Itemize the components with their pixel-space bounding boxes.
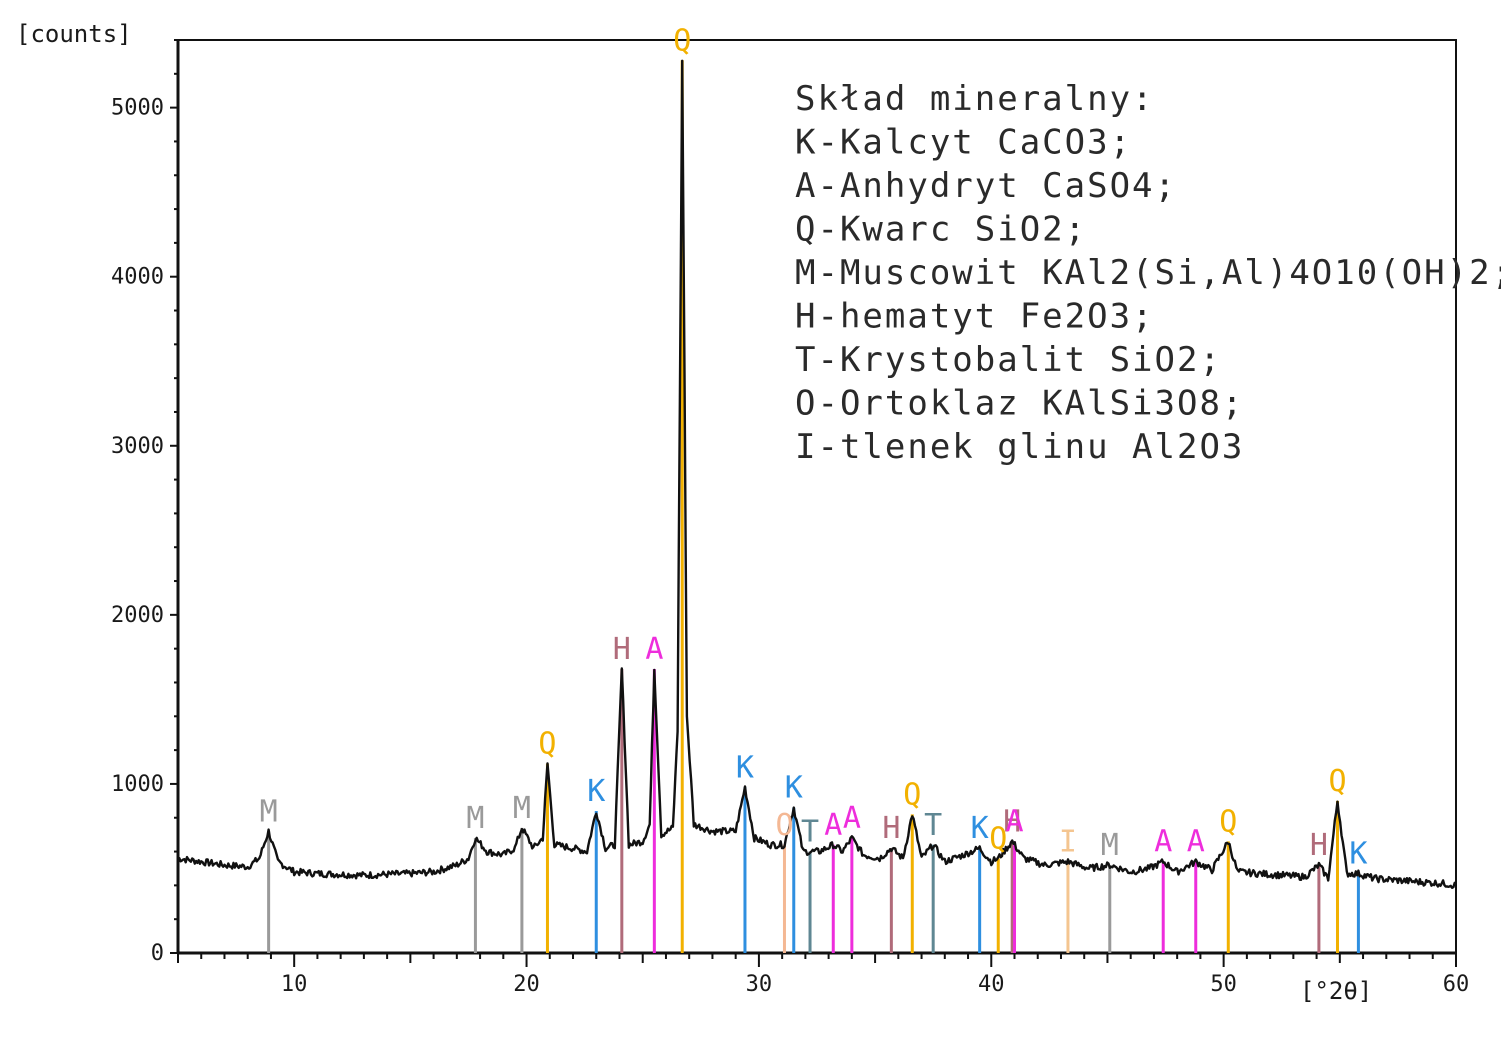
- peak-label-Q: Q: [673, 23, 691, 58]
- peak-label-T: T: [924, 808, 942, 843]
- peak-label-K: K: [587, 774, 605, 809]
- legend-entry: O-Ortoklaz KAlSi3O8;: [795, 384, 1244, 424]
- x-axis-ticks: 10 20 30 40 50 60: [177, 953, 1470, 997]
- peak-label-I: I: [1059, 825, 1077, 860]
- legend-entry: T-Krystobalit SiO2;: [795, 340, 1222, 380]
- peak-label-A: A: [1187, 825, 1205, 860]
- y-axis-ticks: 0 1000 2000 3000 4000 5000: [111, 39, 178, 966]
- peak-label-T: T: [801, 815, 819, 850]
- peak-label-M: M: [260, 794, 278, 829]
- peak-label-M: M: [1101, 828, 1119, 863]
- y-tick-label: 3000: [111, 434, 164, 459]
- peak-label-A: A: [1005, 804, 1023, 839]
- peak-label-K: K: [736, 750, 754, 785]
- peak-label-Q: Q: [1219, 804, 1237, 839]
- y-tick-label: 1000: [111, 772, 164, 797]
- legend-entry: M-Muscowit KAl2(Si,Al)4O10(OH)2;: [795, 253, 1501, 293]
- peak-label-K: K: [1349, 837, 1367, 872]
- peak-label-K: K: [785, 771, 803, 806]
- peak-label-M: M: [513, 791, 531, 826]
- x-tick-label: 60: [1443, 972, 1470, 997]
- peak-label-K: K: [971, 811, 989, 846]
- x-tick-label: 30: [746, 972, 773, 997]
- x-tick-label: 10: [281, 972, 308, 997]
- diffraction-trace: [177, 59, 1458, 889]
- legend-heading: Skład mineralny:: [795, 79, 1155, 119]
- peak-label-A: A: [645, 632, 663, 667]
- diffraction-trace-group: [177, 59, 1458, 889]
- x-tick-label: 20: [513, 972, 540, 997]
- legend-entry: I-tlenek glinu Al2O3: [795, 427, 1244, 467]
- peak-label-A: A: [1154, 825, 1172, 860]
- y-tick-label: 4000: [111, 265, 164, 290]
- peak-label-Q: Q: [538, 727, 556, 762]
- peak-label-Q: Q: [1328, 764, 1346, 799]
- x-tick-label: 40: [978, 972, 1005, 997]
- peak-label-A: A: [824, 808, 842, 843]
- y-axis-title: [counts]: [16, 20, 132, 48]
- peak-label-H: H: [613, 632, 631, 667]
- legend-entry: A-Anhydryt CaSO4;: [795, 166, 1177, 206]
- x-tick-label: 50: [1210, 972, 1237, 997]
- peak-label-Q: Q: [989, 821, 1007, 856]
- legend: Skład mineralny:K-Kalcyt CaCO3;A-Anhydry…: [795, 79, 1501, 467]
- peak-label-M: M: [466, 801, 484, 836]
- legend-entry: H-hematyt Fe2O3;: [795, 297, 1155, 337]
- peak-label-H: H: [1310, 828, 1328, 863]
- peak-label-H: H: [1003, 804, 1021, 839]
- legend-entry: Q-Kwarc SiO2;: [795, 210, 1087, 250]
- peak-label-O: O: [775, 808, 793, 843]
- peak-label-A: A: [843, 801, 861, 836]
- peak-label-Q: Q: [903, 777, 921, 812]
- x-axis-title: [°2θ]: [1300, 977, 1372, 1005]
- y-tick-label: 5000: [111, 96, 164, 121]
- y-tick-label: 2000: [111, 603, 164, 628]
- legend-entry: K-Kalcyt CaCO3;: [795, 123, 1132, 163]
- y-tick-label: 0: [151, 941, 164, 966]
- peak-label-H: H: [882, 811, 900, 846]
